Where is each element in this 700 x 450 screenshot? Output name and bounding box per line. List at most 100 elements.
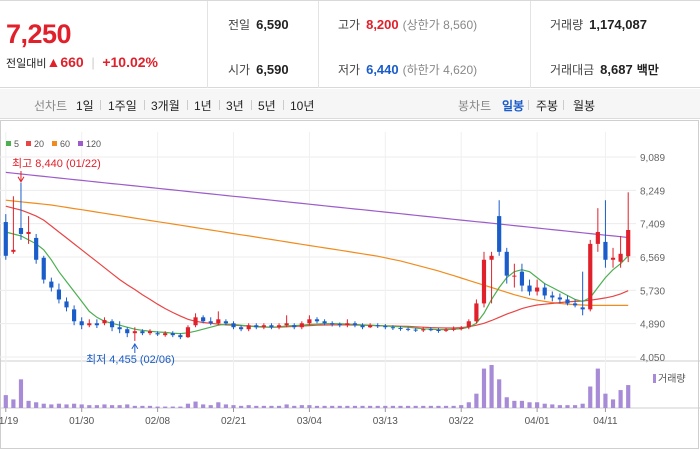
legend-swatch [78, 141, 83, 146]
volume-bar [512, 400, 517, 408]
toolbar-divider [219, 100, 220, 110]
candle-body [527, 285, 532, 292]
range-1w-button[interactable]: 1주일 [108, 99, 137, 113]
candle-body [239, 327, 244, 330]
volume-bar [3, 395, 8, 408]
x-tick-label: 04/11 [593, 416, 618, 427]
prev-close-stat: 전일 6,590 [228, 16, 289, 33]
candle-body [428, 329, 433, 331]
volume-bar [459, 405, 464, 408]
candle-body [170, 333, 175, 336]
volume-bar [94, 405, 99, 408]
volume-bar [11, 399, 16, 408]
down-arrow-icon [17, 176, 25, 183]
legend-swatch [26, 141, 31, 146]
volume-bar [49, 404, 54, 408]
chart-frame [0, 120, 699, 449]
y-tick-label: 7,409 [640, 220, 665, 231]
candle-body [337, 324, 342, 326]
volume-bar [595, 368, 600, 408]
candle-body [497, 216, 502, 252]
volume-bar [474, 393, 479, 408]
volume-legend-swatch [653, 374, 656, 383]
x-tick-label: 03/04 [297, 416, 322, 427]
candle-body [155, 333, 160, 335]
candle-body [383, 326, 388, 328]
candle-body [18, 228, 24, 234]
legend-label: 5 [14, 139, 19, 149]
candle-body [261, 325, 266, 328]
volume-bar [64, 404, 69, 408]
volume-bar [626, 385, 631, 408]
change-separator: | [91, 55, 95, 70]
volume-bar [41, 403, 46, 408]
volume-bar [375, 405, 380, 408]
volume-label: 거래량 [550, 18, 584, 32]
x-tick-label: 04/01 [525, 416, 550, 427]
toolbar-divider [187, 100, 188, 110]
candle-body [193, 317, 198, 326]
change-label: 전일대비 [6, 58, 47, 70]
candle-weekly-button[interactable]: 주봉 [536, 99, 559, 113]
candle-body [94, 323, 99, 326]
range-3m-button[interactable]: 3개월 [151, 99, 180, 113]
range-3y-button[interactable]: 3년 [226, 99, 244, 113]
volume-bar [352, 405, 358, 408]
volume-bar [109, 405, 115, 408]
volume-bar [337, 405, 342, 408]
candle-body [49, 281, 54, 288]
candle-body [390, 327, 395, 329]
low-value: 6,440 [366, 62, 399, 77]
candle-monthly-button[interactable]: 월봉 [573, 99, 596, 113]
open-label: 시가 [228, 63, 251, 77]
volume-bar [497, 379, 502, 408]
candle-body [436, 330, 441, 332]
x-tick-label: 02/08 [145, 416, 170, 427]
volume-bar [254, 405, 259, 408]
candle-body [3, 222, 8, 256]
volume-bar [451, 405, 456, 408]
stock-summary-panel: 7,250 전일대비▲660 | +10.02% 전일 6,590 시가 6,590… [0, 0, 700, 88]
volume-bar [34, 402, 39, 408]
volume-bar [246, 405, 251, 408]
legend-label: 120 [86, 139, 101, 149]
volume-bar [292, 405, 297, 408]
candle-body [550, 295, 555, 298]
candlestick-chart[interactable]: 9,089 8,249 7,409 6,569 5,730 4,890 4,050 01/19… [0, 120, 700, 450]
trade-value-label: 거래대금 [550, 63, 595, 77]
chart-canvas[interactable]: 9,089 8,249 7,409 6,569 5,730 4,890 4,050 01/19… [0, 120, 700, 450]
volume-bar [436, 405, 441, 408]
volume-bar [527, 402, 532, 408]
stat-divider [530, 1, 531, 88]
volume-bar [170, 406, 175, 408]
volume-bar [79, 404, 84, 408]
volume-bar [443, 405, 449, 408]
legend-swatch [52, 141, 57, 146]
x-tick-label: 03/22 [449, 416, 474, 427]
candle-body [610, 257, 616, 260]
low-label: 저가 [338, 63, 361, 77]
volume-bar [421, 405, 426, 408]
candle-body [466, 321, 471, 328]
candle-body [580, 307, 585, 310]
candle-body [368, 325, 373, 328]
range-5y-button[interactable]: 5년 [258, 99, 276, 113]
low-annotation: 최저 4,455 (02/06) [86, 353, 175, 366]
candle-body [147, 331, 153, 334]
high-value: 8,200 [366, 17, 399, 32]
toolbar-divider [528, 100, 529, 110]
high-stat: 고가 8,200 (상한가 8,560) [338, 16, 477, 33]
candle-body [79, 321, 84, 326]
range-10y-button[interactable]: 10년 [290, 99, 315, 113]
range-1y-button[interactable]: 1년 [194, 99, 212, 113]
candle-daily-button[interactable]: 일봉 [502, 99, 525, 113]
candle-body [72, 309, 77, 322]
volume-bar [542, 403, 547, 408]
candle-body [292, 325, 297, 328]
upper-limit: (상한가 8,560) [402, 18, 478, 32]
volume-bar [481, 368, 487, 408]
range-1d-button[interactable]: 1일 [76, 99, 94, 113]
open-value: 6,590 [256, 62, 289, 77]
ma5-line [5, 231, 629, 335]
candle-body [41, 257, 46, 280]
